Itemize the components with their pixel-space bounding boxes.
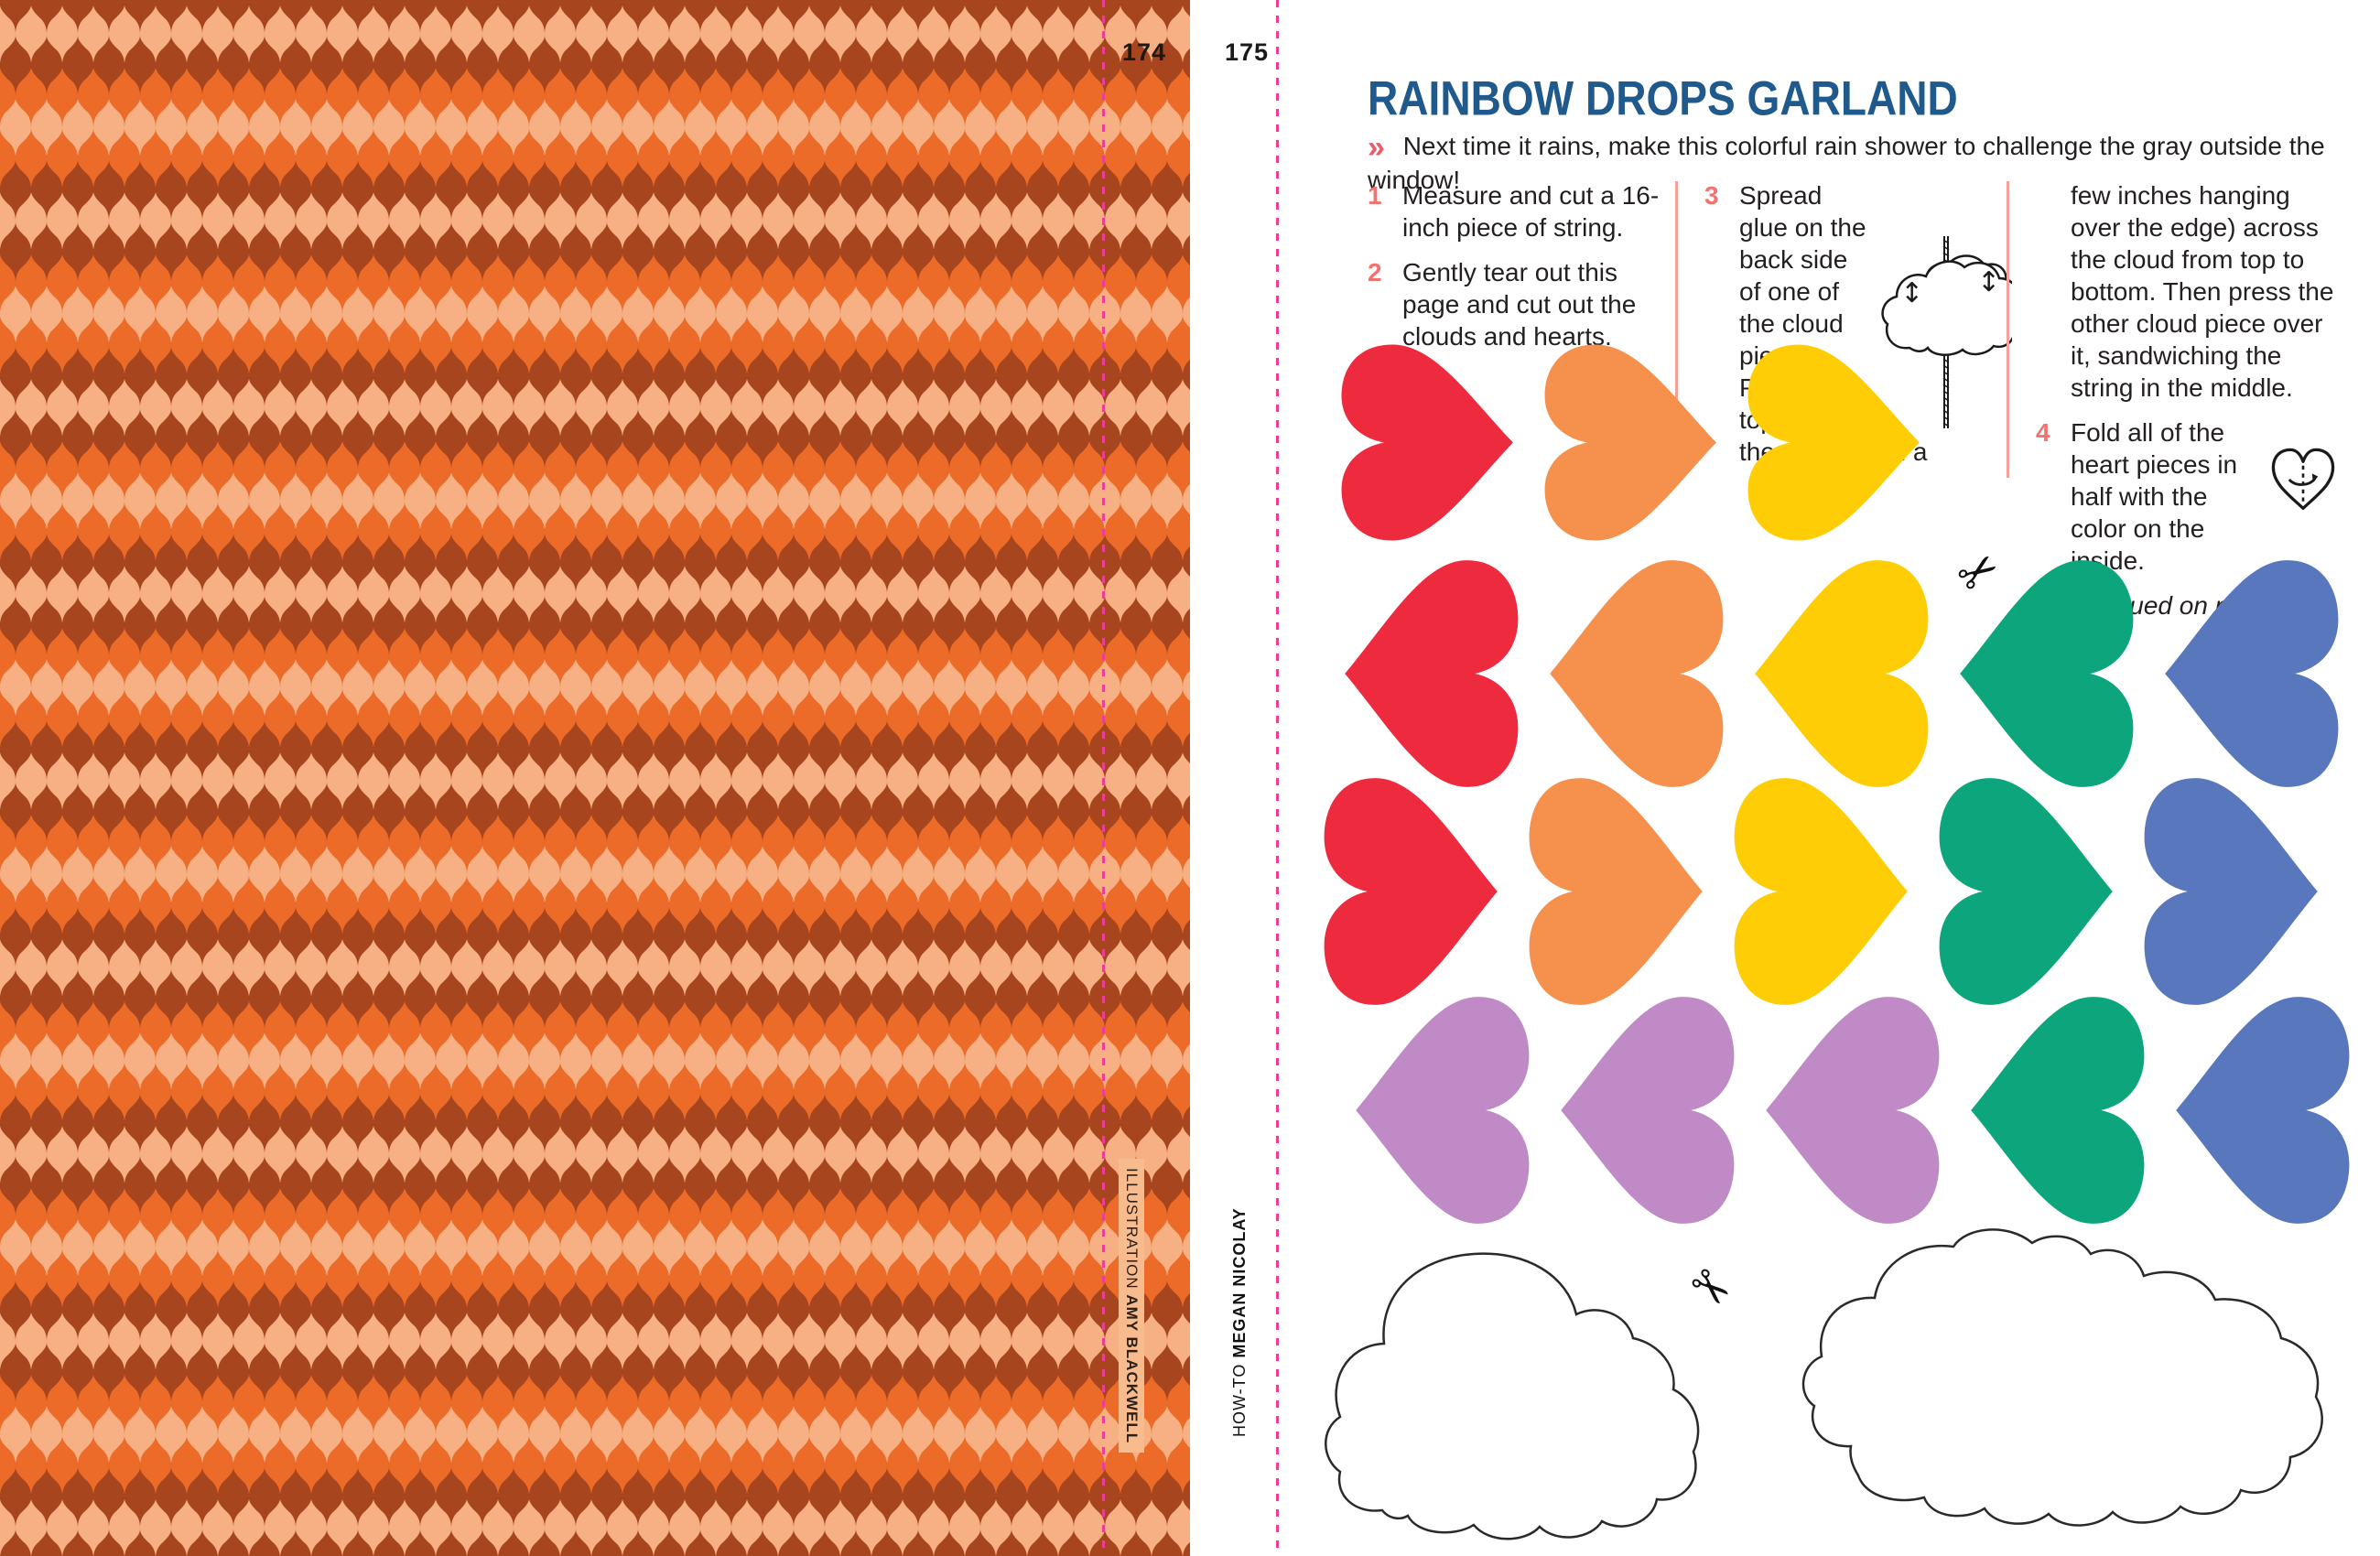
step-text: Gently tear out this page and cut out th… (1402, 258, 1637, 351)
credit-prefix: HOW-TO (1230, 1357, 1249, 1437)
step-continuation-text: few inches hanging over the edge) across… (2071, 181, 2334, 402)
step-item: 4 Fold all of the heart pieces in half wi… (2036, 416, 2338, 577)
step-text: Fold all of the heart pieces in half wit… (2071, 418, 2238, 575)
heart-cutout-red (1341, 344, 1513, 541)
heart-cutout-yellow (1747, 344, 1920, 541)
heart-cutout-orange (1544, 344, 1716, 541)
heart-fold-illustration (2268, 446, 2338, 515)
cloud-template-right (1801, 1228, 2323, 1527)
heart-cutout-purple (1356, 997, 1530, 1224)
credit-name: MEGAN NICOLAY (1230, 1207, 1249, 1358)
heart-cutout-blue (2176, 997, 2350, 1224)
heart-cutout-red (1324, 778, 1498, 1005)
heart-cutout-purple (1766, 997, 1940, 1224)
svg-text:↕: ↕ (1977, 266, 2000, 298)
step-item: 2 Gently tear out this page and cut out t… (1368, 256, 1674, 352)
column-divider-2 (2007, 181, 2009, 478)
heart-cutout-blue (2144, 778, 2318, 1005)
intro-text: Next time it rains, make this colorful r… (1368, 132, 2325, 194)
illustration-credit: ILLUSTRATION AMY BLACKWELL (1119, 1159, 1144, 1453)
heart-cutout-blue (2165, 560, 2339, 787)
heart-cutout-green (1960, 560, 2134, 787)
heart-cutout-purple (1561, 997, 1735, 1224)
cloud-template-left (1325, 1252, 1700, 1540)
heart-cutout-red (1345, 560, 1519, 787)
step-number: 1 (1368, 181, 1382, 210)
heart-cutout-orange (1550, 560, 1724, 787)
tearline-left-page (1102, 0, 1105, 1556)
heart-cutout-orange (1529, 778, 1703, 1005)
credit-prefix: ILLUSTRATION (1123, 1168, 1141, 1295)
heart-cutout-green (1939, 778, 2113, 1005)
heart-cutout-yellow (1734, 778, 1908, 1005)
step-number: 3 (1704, 181, 1719, 210)
page-number-174: 174 (1122, 38, 1167, 66)
step-text: Measure and cut a 16-inch piece of strin… (1402, 181, 1660, 242)
tearline-right-page (1276, 0, 1279, 1556)
column-divider-1 (1675, 181, 1678, 448)
steps-column-1: 1 Measure and cut a 16-inch piece of stri… (1368, 179, 1674, 365)
credit-name: AMY BLACKWELL (1123, 1294, 1141, 1444)
howto-credit: HOW-TO MEGAN NICOLAY (1230, 1207, 1250, 1437)
intro-line: » Next time it rains, make this colorful… (1368, 130, 2347, 195)
step-number: 4 (2036, 418, 2050, 447)
left-page-pattern (0, 0, 1190, 1556)
page-title: RAINBOW DROPS GARLAND (1368, 72, 1958, 126)
heart-cutout-yellow (1755, 560, 1929, 787)
chevron-icon: » (1368, 130, 1385, 165)
svg-text:↕: ↕ (1900, 277, 1923, 309)
heart-cutout-green (1971, 997, 2145, 1224)
page-number-175: 175 (1225, 38, 1270, 66)
step-number: 2 (1368, 258, 1382, 286)
step-item: 1 Measure and cut a 16-inch piece of stri… (1368, 179, 1674, 243)
